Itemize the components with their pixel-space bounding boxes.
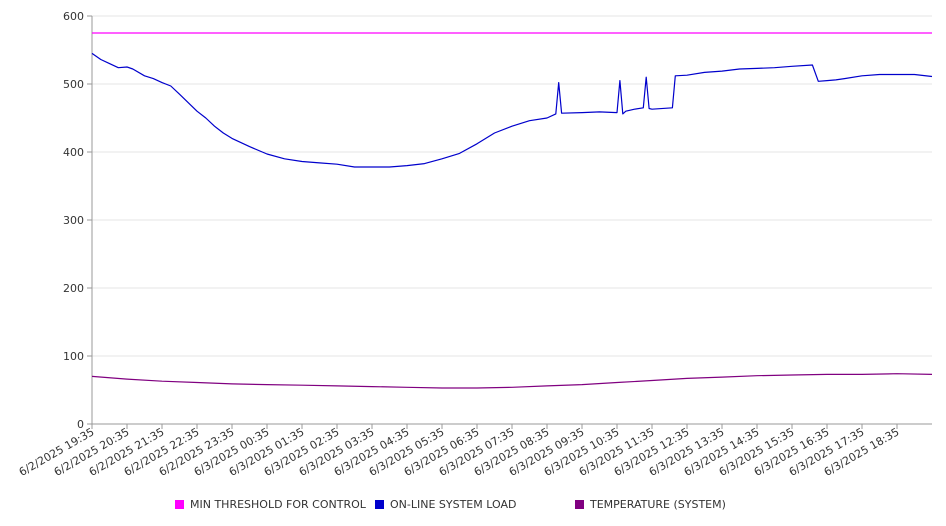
legend-item-system-load[interactable]: ON-LINE SYSTEM LOAD (375, 498, 516, 511)
legend-swatch (175, 500, 184, 509)
legend-label: MIN THRESHOLD FOR CONTROL (190, 498, 366, 511)
legend-swatch (575, 500, 584, 509)
series-line-2 (91, 373, 933, 389)
y-tick-label: 0 (77, 418, 84, 431)
y-axis-ticks: 0 100 200 300 400 500 600 (63, 10, 92, 431)
y-tick-label: 400 (63, 146, 84, 159)
y-tick-label: 200 (63, 282, 84, 295)
y-tick-label: 100 (63, 350, 84, 363)
legend-item-min-threshold[interactable]: MIN THRESHOLD FOR CONTROL (175, 498, 366, 511)
y-tick-label: 300 (63, 214, 84, 227)
x-axis-ticks: 6/2/2025 19:356/2/2025 20:356/2/2025 21:… (17, 424, 902, 479)
series-line-1 (91, 52, 933, 168)
legend-label: ON-LINE SYSTEM LOAD (390, 498, 517, 511)
legend-label: TEMPERATURE (SYSTEM) (590, 498, 726, 511)
y-tick-label: 600 (63, 10, 84, 23)
legend: MIN THRESHOLD FOR CONTROL ON-LINE SYSTEM… (0, 498, 946, 516)
series-lines (91, 32, 933, 389)
grid-lines (92, 15, 932, 357)
legend-item-temperature[interactable]: TEMPERATURE (SYSTEM) (575, 498, 726, 511)
legend-swatch (375, 500, 384, 509)
y-tick-label: 500 (63, 78, 84, 91)
